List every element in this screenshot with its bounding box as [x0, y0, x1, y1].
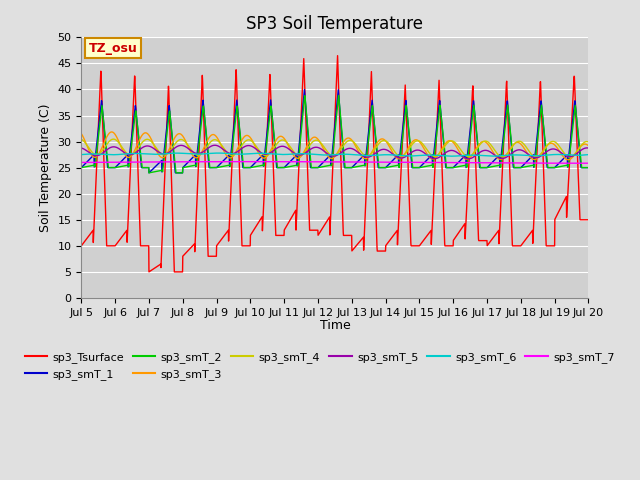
Line: sp3_smT_5: sp3_smT_5 — [81, 145, 588, 159]
sp3_smT_1 — [361, 152, 369, 157]
sp3_smT_6 — [540, 153, 548, 158]
sp3_smT_6 — [584, 152, 592, 157]
sp3_smT_6 — [219, 150, 227, 156]
sp3_smT_2 — [483, 165, 490, 170]
sp3_smT_7 — [540, 160, 548, 166]
sp3_smT_7 — [360, 159, 368, 165]
Text: TZ_osu: TZ_osu — [89, 42, 138, 55]
sp3_smT_1 — [219, 158, 227, 164]
sp3_smT_5 — [465, 156, 472, 162]
sp3_smT_3 — [219, 146, 227, 152]
sp3_Tsurface — [333, 53, 341, 59]
sp3_smT_7 — [554, 160, 562, 166]
sp3_Tsurface — [349, 246, 357, 252]
sp3_smT_6 — [349, 152, 357, 157]
sp3_smT_2 — [77, 165, 85, 170]
sp3_smT_2 — [349, 165, 357, 170]
sp3_Tsurface — [361, 226, 369, 231]
sp3_smT_4 — [219, 144, 227, 150]
sp3_smT_5 — [483, 147, 490, 153]
sp3_Tsurface — [584, 217, 592, 223]
sp3_smT_5 — [360, 154, 368, 159]
sp3_smT_5 — [554, 148, 562, 154]
Line: sp3_smT_6: sp3_smT_6 — [81, 153, 588, 156]
sp3_smT_6 — [360, 153, 368, 158]
Line: sp3_smT_2: sp3_smT_2 — [81, 96, 588, 173]
sp3_smT_7 — [77, 159, 85, 165]
sp3_smT_3 — [77, 131, 85, 136]
sp3_smT_4 — [482, 138, 490, 144]
sp3_smT_2 — [540, 128, 548, 133]
sp3_smT_6 — [77, 152, 85, 157]
sp3_smT_1 — [483, 165, 490, 170]
sp3_smT_5 — [219, 146, 227, 152]
sp3_smT_4 — [360, 152, 368, 158]
Line: sp3_smT_3: sp3_smT_3 — [81, 132, 588, 160]
sp3_smT_7 — [584, 160, 592, 166]
sp3_smT_7 — [219, 159, 227, 165]
sp3_smT_6 — [447, 153, 455, 159]
sp3_smT_4 — [554, 142, 562, 147]
sp3_Tsurface — [554, 210, 562, 216]
sp3_smT_1 — [349, 163, 357, 169]
sp3_smT_5 — [349, 146, 357, 152]
sp3_smT_2 — [584, 165, 592, 170]
sp3_smT_1 — [301, 87, 308, 93]
sp3_smT_4 — [566, 154, 573, 160]
sp3_smT_6 — [214, 150, 222, 156]
sp3_smT_3 — [540, 147, 548, 153]
sp3_smT_3 — [564, 157, 572, 163]
sp3_smT_4 — [584, 139, 592, 145]
sp3_smT_5 — [540, 151, 548, 156]
Legend: sp3_Tsurface, sp3_smT_1, sp3_smT_2, sp3_smT_3, sp3_smT_4, sp3_smT_5, sp3_smT_6, : sp3_Tsurface, sp3_smT_1, sp3_smT_2, sp3_… — [20, 348, 619, 384]
sp3_smT_7 — [349, 159, 357, 165]
sp3_smT_5 — [211, 143, 219, 148]
sp3_smT_1 — [77, 165, 85, 170]
Line: sp3_smT_7: sp3_smT_7 — [81, 162, 588, 163]
sp3_smT_5 — [584, 145, 592, 151]
sp3_smT_1 — [172, 170, 179, 176]
sp3_smT_4 — [349, 139, 357, 144]
Line: sp3_smT_1: sp3_smT_1 — [81, 90, 588, 173]
Y-axis label: Soil Temperature (C): Soil Temperature (C) — [39, 103, 52, 232]
sp3_smT_1 — [584, 165, 592, 170]
sp3_smT_5 — [77, 145, 85, 151]
sp3_Tsurface — [219, 235, 227, 240]
sp3_smT_1 — [540, 130, 548, 135]
sp3_smT_2 — [554, 164, 562, 170]
sp3_smT_2 — [361, 162, 369, 168]
sp3_smT_4 — [77, 136, 85, 142]
sp3_smT_3 — [584, 143, 592, 149]
sp3_smT_2 — [172, 170, 180, 176]
sp3_smT_3 — [108, 129, 115, 135]
sp3_smT_4 — [109, 136, 117, 142]
sp3_smT_3 — [482, 140, 490, 145]
sp3_smT_7 — [246, 159, 254, 165]
sp3_smT_6 — [483, 153, 490, 159]
sp3_smT_2 — [219, 164, 227, 169]
Line: sp3_smT_4: sp3_smT_4 — [81, 139, 588, 157]
sp3_Tsurface — [77, 243, 85, 249]
sp3_smT_4 — [540, 147, 548, 153]
Title: SP3 Soil Temperature: SP3 Soil Temperature — [246, 15, 424, 33]
sp3_Tsurface — [483, 238, 490, 243]
sp3_smT_7 — [482, 160, 490, 166]
Line: sp3_Tsurface: sp3_Tsurface — [81, 56, 588, 272]
sp3_Tsurface — [170, 269, 178, 275]
sp3_smT_3 — [554, 146, 562, 152]
sp3_Tsurface — [540, 181, 548, 187]
sp3_smT_3 — [349, 139, 357, 145]
sp3_smT_2 — [335, 93, 342, 98]
sp3_smT_1 — [554, 161, 562, 167]
sp3_smT_3 — [360, 156, 368, 161]
sp3_smT_6 — [554, 152, 562, 157]
X-axis label: Time: Time — [319, 319, 350, 332]
